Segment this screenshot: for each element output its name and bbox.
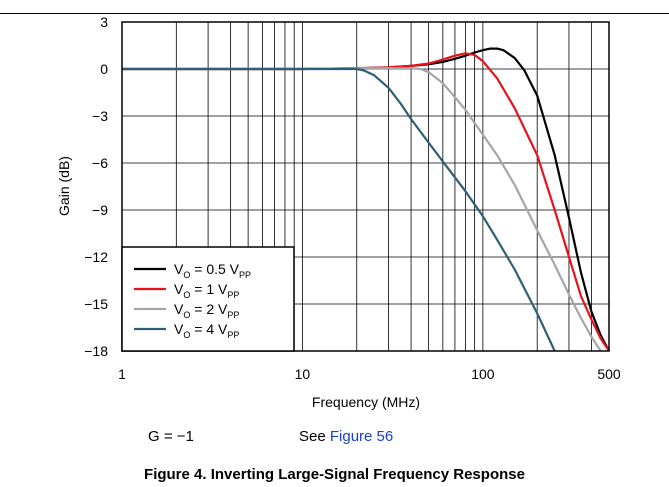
y-tick-label: −18 — [84, 343, 108, 359]
x-tick-label: 1 — [118, 366, 126, 382]
y-tick-label: −15 — [84, 296, 108, 312]
legend-box — [121, 246, 295, 352]
see-figure-caption: See Figure 56 — [299, 428, 393, 445]
y-axis-label: Gain (dB) — [56, 156, 72, 216]
see-prefix: See — [299, 428, 326, 445]
series-line — [122, 67, 556, 352]
y-tick-labels: 3 0 −3 −6 −9 −12 −15 −18 — [84, 14, 108, 359]
x-axis-label: Frequency (MHz) — [312, 394, 420, 410]
legend-label: VO = 2 VPP — [174, 301, 239, 320]
top-rule — [0, 13, 669, 14]
y-tick-label: 3 — [100, 14, 108, 30]
figure-title: Figure 4. Inverting Large-Signal Frequen… — [144, 466, 525, 483]
y-tick-label: −3 — [92, 108, 108, 124]
gain-caption: G = −1 — [148, 428, 194, 445]
x-tick-labels: 1 10 100 500 — [118, 366, 621, 382]
y-tick-label: −12 — [84, 249, 108, 265]
legend-label: VO = 4 VPP — [174, 321, 239, 340]
figure-link[interactable]: Figure 56 — [329, 428, 394, 445]
x-tick-label: 10 — [295, 366, 311, 382]
y-tick-label: −9 — [92, 202, 108, 218]
y-tick-label: 0 — [100, 61, 108, 77]
x-tick-label: 100 — [471, 366, 495, 382]
frequency-response-chart: 3 0 −3 −6 −9 −12 −15 −18 1 10 100 500 Gain (dB) Fr… — [56, 14, 621, 410]
legend-label: VO = 1 VPP — [174, 281, 239, 300]
series-lines — [122, 47, 610, 352]
series-line — [122, 67, 602, 352]
x-tick-label: 500 — [597, 366, 621, 382]
plot-frame — [121, 21, 610, 352]
legend-label: VO = 0.5 VPP — [174, 261, 251, 280]
y-tick-label: −6 — [92, 155, 108, 171]
